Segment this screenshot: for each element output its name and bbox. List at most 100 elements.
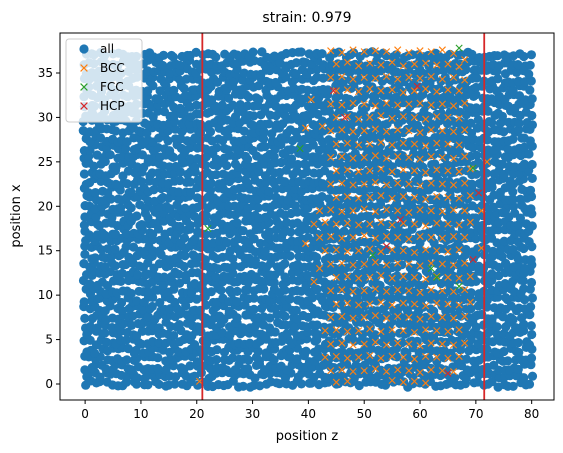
bcc-point (355, 88, 363, 96)
bcc-point (466, 272, 474, 281)
bcc-point (466, 192, 474, 200)
atom-point (367, 143, 377, 153)
atom-point (121, 229, 131, 239)
atom-point (260, 142, 270, 152)
atom-point (250, 373, 260, 383)
bcc-point (416, 315, 424, 323)
bcc-point (422, 246, 430, 254)
atom-point (527, 221, 537, 231)
bcc-point (427, 152, 435, 161)
atom-point (519, 373, 529, 383)
bcc-point (394, 366, 402, 374)
atom-point (503, 356, 513, 366)
atom-point (122, 355, 132, 365)
bcc-point (416, 99, 424, 107)
legend: all BCC FCC HCP (65, 38, 143, 123)
bcc-point (433, 88, 441, 96)
atom-point (126, 187, 136, 197)
bcc-point (438, 46, 446, 54)
fcc-point (455, 44, 463, 52)
legend-marker-fcc (80, 83, 88, 91)
bcc-point (394, 75, 402, 83)
bcc-point (338, 312, 346, 321)
atom-point (147, 301, 157, 312)
atom-point (107, 213, 117, 223)
bcc-point (388, 326, 396, 334)
atom-point (286, 144, 297, 155)
atom-point (467, 179, 477, 189)
bcc-point (394, 126, 402, 134)
bcc-point (388, 221, 396, 229)
bcc-point (327, 127, 335, 135)
bcc-point (449, 367, 458, 376)
bcc-point (427, 233, 435, 241)
atom-point (526, 277, 537, 288)
bcc-point (377, 298, 385, 306)
hcp-point (469, 256, 477, 264)
bcc-point (461, 76, 469, 84)
bcc-point (394, 179, 402, 187)
atom-point (508, 194, 518, 205)
x-tick-label: 60 (412, 407, 427, 421)
bcc-point (422, 275, 430, 283)
bcc-point (422, 195, 430, 203)
atom-point (80, 365, 90, 375)
atom-point (211, 272, 221, 282)
atom-point (265, 313, 275, 323)
atom-point (270, 303, 280, 313)
atom-point (318, 296, 328, 306)
atom-point (243, 179, 253, 189)
bcc-point (327, 73, 335, 82)
bcc-point (343, 377, 352, 385)
bcc-point (371, 208, 379, 216)
bcc-point (366, 167, 374, 175)
bcc-point (399, 247, 407, 255)
bcc-point (366, 300, 374, 308)
y-tick-label: 5 (45, 333, 53, 347)
bcc-point (377, 87, 385, 95)
atom-point (149, 185, 159, 195)
atom-point (111, 179, 121, 189)
bcc-point (338, 339, 346, 347)
bcc-point (433, 327, 441, 335)
atom-point (243, 364, 253, 374)
legend-box (65, 38, 143, 123)
atom-point (318, 179, 328, 189)
atom-point (367, 356, 377, 366)
bcc-point (444, 60, 452, 68)
atom-point (169, 331, 179, 341)
atom-point (174, 187, 184, 197)
atom-point (380, 380, 391, 390)
atom-point (285, 251, 295, 261)
bcc-point (433, 166, 441, 174)
atom-point (181, 74, 192, 84)
bcc-point (427, 259, 435, 267)
atom-point (238, 226, 248, 236)
bcc-point (399, 327, 407, 335)
atom-point (269, 51, 280, 61)
atom-point (121, 335, 131, 345)
atom-point (313, 306, 323, 316)
atom-point (169, 85, 179, 95)
atom-point (440, 196, 450, 206)
bcc-point (310, 220, 318, 228)
bcc-point (427, 179, 435, 187)
atom-point (471, 150, 482, 160)
bcc-point (461, 179, 469, 187)
bcc-point (343, 299, 352, 307)
bcc-point (444, 300, 452, 308)
bcc-point (366, 113, 374, 122)
atom-point (312, 259, 322, 269)
atom-point (116, 203, 126, 213)
bcc-point (427, 207, 435, 215)
atom-point (519, 142, 530, 152)
bcc-point (388, 141, 396, 149)
bcc-point (433, 272, 441, 281)
bcc-point (405, 287, 413, 295)
bcc-point (327, 367, 335, 375)
atom-point (338, 348, 348, 358)
bcc-point (371, 47, 379, 55)
atom-point (201, 238, 211, 248)
bcc-point (343, 166, 352, 174)
atom-point (439, 92, 449, 102)
